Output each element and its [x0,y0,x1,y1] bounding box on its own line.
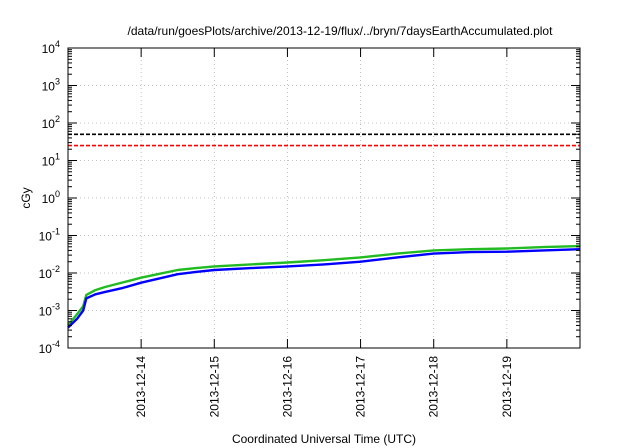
y-tick-label: 10-2 [39,264,60,281]
y-tick-label: 10-3 [39,302,60,319]
y-tick-label: 102 [42,114,60,131]
series-line [67,248,580,329]
x-tick-label: 2013-12-16 [280,356,294,418]
y-tick-label: 104 [42,39,60,56]
series-group [67,244,580,329]
x-tick-label: 2013-12-17 [354,356,368,418]
chart-title: /data/run/goesPlots/archive/2013-12-19/f… [128,24,554,38]
y-tick-label: 100 [42,189,60,206]
ticks: 10-4 10-3 10-2 10-1 100 101 102 103 104 2013-12-1… [39,39,580,417]
y-axis-label: cGy [19,187,33,208]
y-tick-label: 10-1 [39,227,60,244]
x-tick-label: 2013-12-14 [134,356,148,418]
grid [68,48,580,348]
series-line [67,244,580,327]
x-tick-label: 2013-12-19 [500,356,514,418]
y-tick-label: 103 [42,77,60,94]
plot-frame [67,47,581,349]
reference-lines [68,133,580,147]
x-axis-label: Coordinated Universal Time (UTC) [232,432,416,446]
y-tick-label: 10-4 [39,339,60,356]
x-tick-label: 2013-12-15 [207,356,221,418]
x-tick-label: 2013-12-18 [427,356,441,418]
y-tick-label: 101 [42,152,60,169]
